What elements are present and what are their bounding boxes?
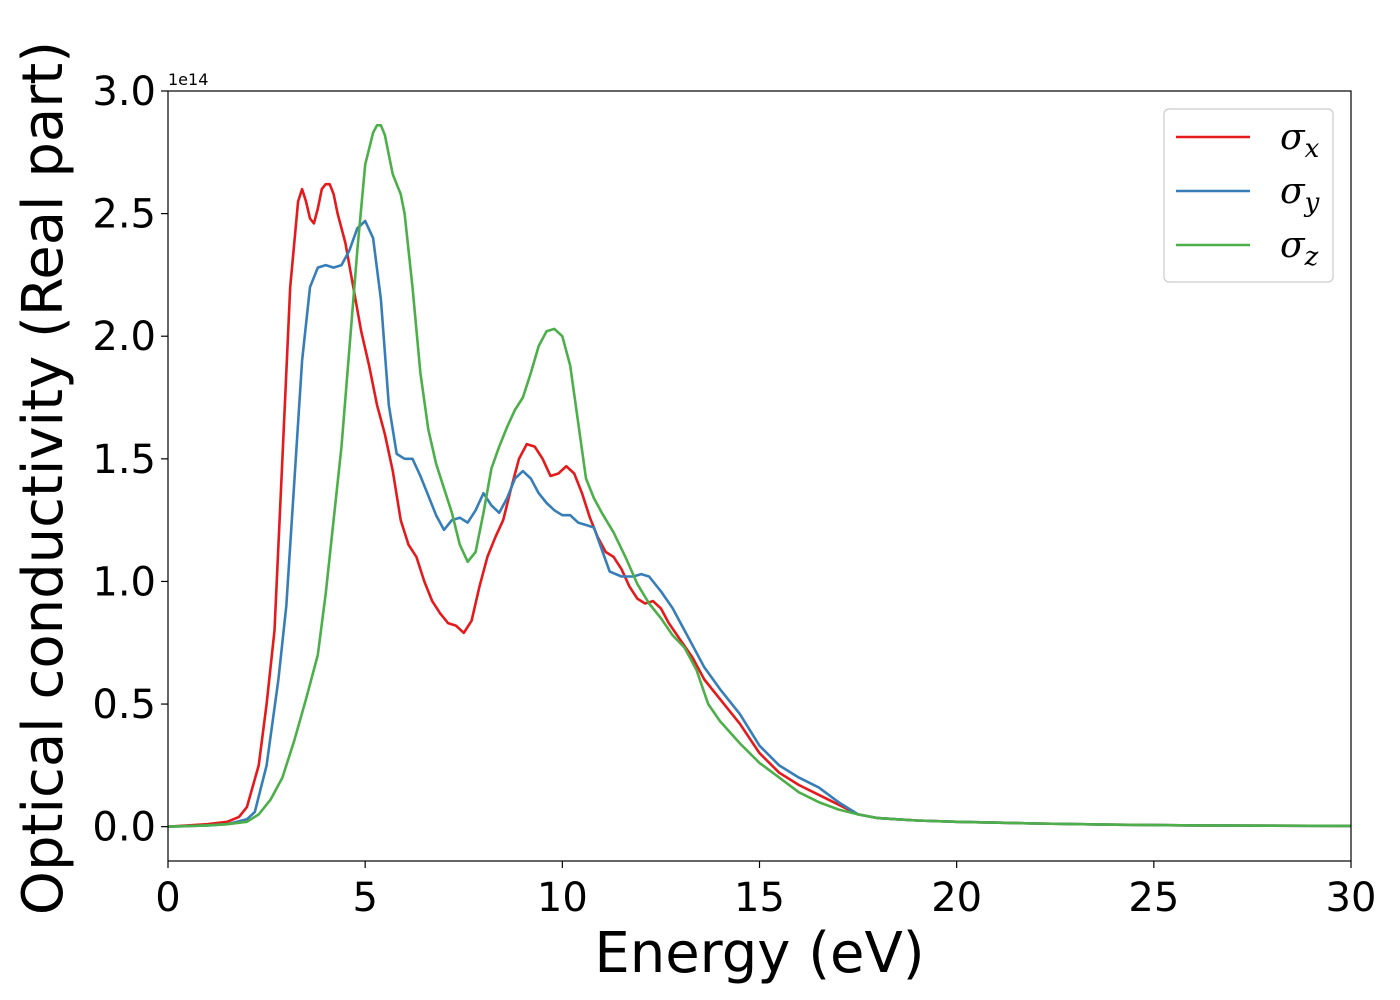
- x-axis: 0 5 10 15 20 25 30: [155, 861, 1376, 921]
- x-tick-label: 30: [1326, 875, 1377, 921]
- legend-subscript: x: [1305, 134, 1320, 164]
- legend-subscript: y: [1304, 188, 1320, 218]
- legend-entry-z: σz: [1176, 225, 1319, 272]
- legend-entry-x: σx: [1176, 117, 1320, 164]
- legend-entry-y: σy: [1176, 171, 1320, 218]
- series-line-x: [168, 182, 1351, 828]
- y-offset-label: 1e14: [168, 70, 208, 89]
- x-tick-label: 10: [537, 875, 588, 921]
- legend-symbol: σ: [1280, 171, 1306, 212]
- y-axis: 0.0 0.5 1.0 1.5 2.0 2.5 3.0: [92, 69, 168, 851]
- legend-label: σy: [1280, 171, 1320, 218]
- x-tick-label: 0: [155, 875, 180, 921]
- y-tick-label: 2.0: [92, 314, 156, 360]
- series-line-y: [168, 219, 1351, 828]
- legend-label: σz: [1280, 225, 1319, 272]
- y-tick-label: 2.5: [92, 192, 156, 238]
- series-layer: [168, 124, 1351, 828]
- legend-label: σx: [1280, 117, 1320, 164]
- x-tick-label: 15: [734, 875, 785, 921]
- y-tick-label: 0.0: [92, 805, 156, 851]
- y-tick-label: 0.5: [92, 682, 156, 728]
- x-tick-label: 5: [352, 875, 377, 921]
- y-tick-label: 1.5: [92, 437, 156, 483]
- series-line-z: [168, 124, 1351, 828]
- legend-box: [1163, 108, 1334, 283]
- legend-symbol: σ: [1280, 225, 1306, 266]
- x-tick-label: 20: [931, 875, 982, 921]
- x-axis-label: Energy (eV): [594, 921, 924, 986]
- legend-subscript: z: [1304, 242, 1319, 272]
- legend-symbol: σ: [1280, 117, 1306, 158]
- x-tick-label: 25: [1128, 875, 1179, 921]
- y-axis-label: Optical conductivity (Real part): [11, 41, 76, 915]
- y-tick-label: 3.0: [92, 69, 156, 115]
- y-tick-label: 1.0: [92, 559, 156, 605]
